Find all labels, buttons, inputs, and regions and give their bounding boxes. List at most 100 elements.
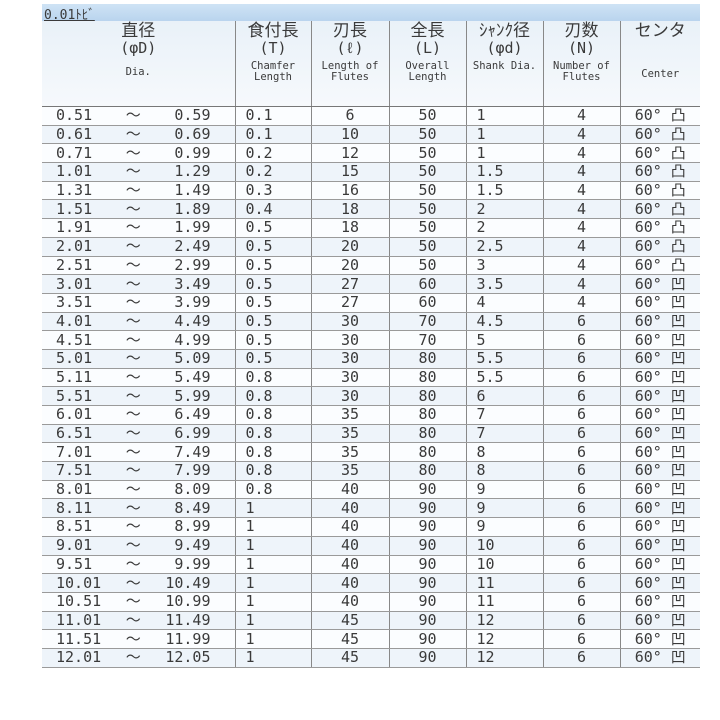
number-of-flutes: 6 [542, 573, 620, 593]
shank-dia: 1 [465, 125, 543, 145]
dia-range: 8.11 ～ 8.49 [42, 498, 235, 519]
shank-dia: 7 [465, 424, 543, 444]
dia-min: 4.51 [56, 330, 93, 349]
dia-min: 6.51 [56, 424, 93, 443]
dia-min: 3.01 [56, 274, 93, 293]
table-row: 7.01 ～ 7.49 0.8 35 80 8 6 60° 凹 [42, 442, 700, 463]
dia-range: 4.01 ～ 4.49 [42, 311, 235, 332]
tilde: ～ [125, 386, 141, 405]
overall-length: 50 [388, 199, 466, 220]
dia-min: 2.01 [56, 237, 93, 256]
dia-min: 7.01 [56, 442, 93, 461]
shank-dia: 11 [465, 573, 543, 593]
dia-range: 10.01 ～ 10.49 [42, 573, 235, 593]
shank-dia: 12 [465, 648, 543, 668]
overall-length: 80 [388, 349, 466, 369]
tilde: ～ [125, 442, 141, 461]
overall-length: 90 [388, 629, 466, 649]
chamfer-length: 0.3 [234, 181, 311, 201]
dia-max: 6.49 [174, 405, 211, 424]
overall-length: 90 [388, 611, 466, 631]
dia-min: 12.01 [56, 648, 102, 667]
length-of-flutes: 45 [310, 629, 389, 649]
dia-min: 1.91 [56, 218, 93, 237]
shank-dia: 9 [465, 517, 543, 537]
overall-length: 50 [388, 162, 466, 182]
dia-max: 3.99 [174, 293, 211, 312]
dia-min: 4.01 [56, 311, 93, 330]
overall-length: 50 [388, 181, 466, 201]
length-of-flutes: 30 [310, 386, 389, 406]
shank-dia: 11 [465, 592, 543, 612]
dia-range: 7.01 ～ 7.49 [42, 442, 235, 463]
tilde: ～ [125, 592, 141, 611]
length-of-flutes: 45 [310, 611, 389, 631]
header-center: センタ Center [619, 21, 700, 107]
dia-min: 0.61 [56, 125, 93, 144]
dia-min: 0.51 [56, 106, 93, 125]
center: 60° 凹 [619, 517, 700, 537]
dia-min: 9.51 [56, 554, 93, 573]
overall-length: 50 [388, 125, 466, 145]
table-row: 10.01 ～ 10.49 1 40 90 11 6 60° 凹 [42, 573, 700, 593]
tilde: ～ [125, 218, 141, 237]
length-of-flutes: 35 [310, 461, 389, 481]
tilde: ～ [125, 106, 141, 125]
number-of-flutes: 4 [542, 143, 620, 164]
table-row: 0.61 ～ 0.69 0.1 10 50 1 4 60° 凸 [42, 125, 700, 145]
dia-max: 2.99 [174, 255, 211, 274]
length-of-flutes: 40 [310, 480, 389, 500]
overall-length: 50 [388, 256, 466, 276]
table-row: 0.71 ～ 0.99 0.2 12 50 1 4 60° 凸 [42, 143, 700, 164]
number-of-flutes: 6 [542, 592, 620, 612]
dia-range: 8.51 ～ 8.99 [42, 517, 235, 537]
table-row: 11.51 ～ 11.99 1 45 90 12 6 60° 凹 [42, 629, 700, 649]
chamfer-length: 1 [234, 648, 311, 668]
center: 60° 凸 [619, 237, 700, 257]
dia-range: 9.01 ～ 9.49 [42, 536, 235, 556]
overall-length: 90 [388, 536, 466, 556]
table-title-bar: 0.01ﾄﾋﾞ [42, 4, 700, 23]
overall-length: 90 [388, 648, 466, 668]
header-overall-sym: (L) [413, 38, 442, 57]
tilde: ～ [125, 237, 141, 256]
header-dia-jp: 直径 [121, 21, 156, 41]
dia-max: 1.89 [174, 199, 211, 218]
dia-max: 7.49 [174, 442, 211, 461]
number-of-flutes: 6 [542, 312, 620, 332]
length-of-flutes: 30 [310, 368, 389, 388]
dia-max: 4.99 [174, 330, 211, 349]
dia-max: 2.49 [174, 237, 211, 256]
dia-max: 10.99 [165, 592, 211, 611]
dia-min: 5.51 [56, 386, 93, 405]
tilde: ～ [125, 629, 141, 648]
dia-max: 0.59 [174, 106, 211, 125]
chamfer-length: 1 [234, 517, 311, 537]
center: 60° 凹 [619, 424, 700, 444]
header-flutes: 刃長 (ℓ) Length of Flutes [310, 21, 389, 107]
chamfer-length: 0.5 [234, 218, 311, 238]
chamfer-length: 0.5 [234, 330, 311, 350]
center: 60° 凹 [619, 648, 700, 668]
length-of-flutes: 35 [310, 442, 389, 463]
dia-range: 0.71 ～ 0.99 [42, 143, 235, 164]
table-row: 1.51 ～ 1.89 0.4 18 50 2 4 60° 凸 [42, 199, 700, 220]
header-chamfer-en: Chamfer Length [250, 59, 296, 83]
center: 60° 凸 [619, 143, 700, 164]
center: 60° 凸 [619, 181, 700, 201]
dia-range: 2.51 ～ 2.99 [42, 255, 235, 276]
length-of-flutes: 30 [310, 349, 389, 369]
header-number-jp: 刃数 [564, 21, 599, 41]
length-of-flutes: 40 [310, 555, 389, 575]
header-overall-jp: 全長 [410, 21, 445, 41]
header-shank-sym: (φd) [486, 38, 523, 57]
table-row: 1.31 ～ 1.49 0.3 16 50 1.5 4 60° 凸 [42, 181, 700, 201]
length-of-flutes: 45 [310, 648, 389, 668]
table-row: 11.01 ～ 11.49 1 45 90 12 6 60° 凹 [42, 611, 700, 631]
chamfer-length: 1 [234, 555, 311, 575]
length-of-flutes: 6 [310, 106, 389, 126]
header-chamfer-sym: (T) [259, 38, 287, 57]
dia-range: 1.51 ～ 1.89 [42, 199, 235, 220]
length-of-flutes: 16 [310, 181, 389, 201]
dia-max: 5.49 [174, 367, 211, 386]
